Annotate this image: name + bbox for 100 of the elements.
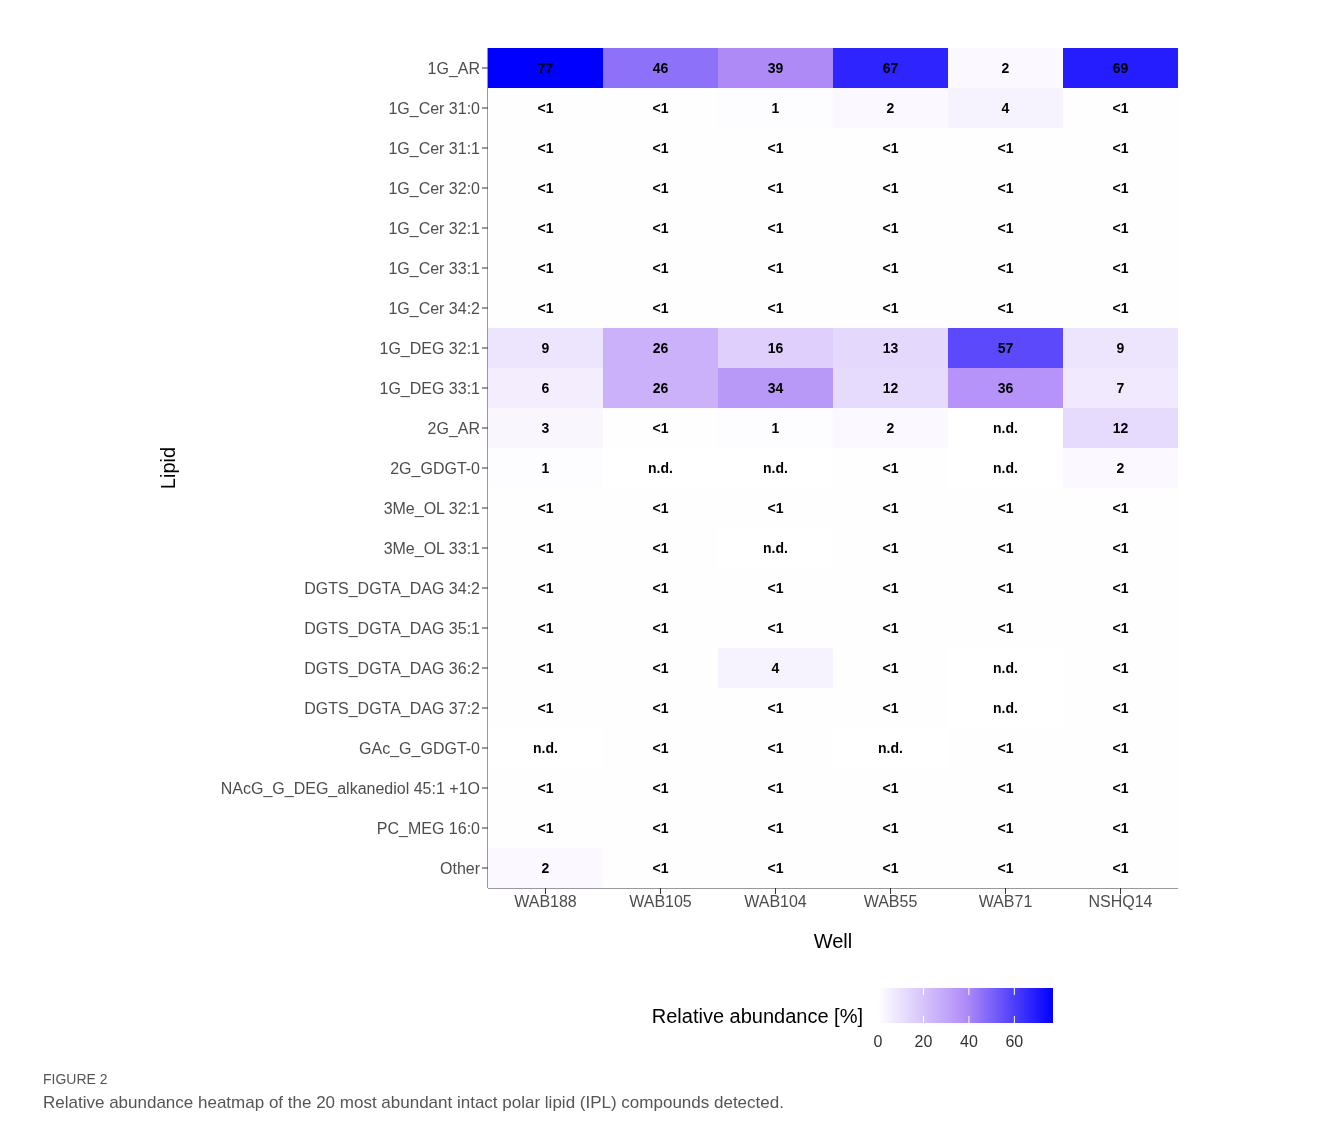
data-label: 67 [882, 60, 899, 76]
data-label: <1 [652, 660, 669, 676]
data-label: <1 [1112, 820, 1129, 836]
x-tick-label: WAB188 [514, 893, 577, 911]
data-label: <1 [652, 420, 669, 436]
data-label: <1 [537, 780, 554, 796]
data-label: 26 [652, 340, 669, 356]
y-tick-label: DGTS_DGTA_DAG 34:2 [304, 579, 481, 598]
y-tick-label: 1G_Cer 33:1 [388, 259, 481, 278]
data-label: <1 [767, 820, 784, 836]
data-label: <1 [1112, 500, 1129, 516]
data-label: 2 [1001, 60, 1010, 76]
data-label: <1 [652, 500, 669, 516]
y-tick-label: 1G_Cer 31:0 [388, 99, 481, 118]
data-label: <1 [882, 220, 899, 236]
data-label: 36 [997, 380, 1014, 396]
y-tick-label: 2G_GDGT-0 [390, 459, 481, 478]
data-label: <1 [767, 300, 784, 316]
data-label: <1 [537, 540, 554, 556]
y-tick-label: 1G_DEG 33:1 [379, 379, 481, 398]
data-label: 77 [537, 60, 554, 76]
data-label: <1 [882, 700, 899, 716]
data-label: <1 [767, 580, 784, 596]
data-label: <1 [767, 260, 784, 276]
y-axis-title: Lipid [157, 446, 180, 490]
caption: FIGURE 2 [43, 1071, 108, 1087]
data-label: 69 [1112, 60, 1129, 76]
data-label: <1 [1112, 660, 1129, 676]
data-label: <1 [652, 260, 669, 276]
data-label: <1 [652, 300, 669, 316]
data-label: 2 [1116, 460, 1125, 476]
data-label: <1 [537, 580, 554, 596]
data-label: <1 [652, 580, 669, 596]
data-label: <1 [652, 220, 669, 236]
data-label: <1 [1112, 780, 1129, 796]
y-tick-label: NAcG_G_DEG_alkanediol 45:1 +1O [220, 779, 480, 798]
text: n.d. [878, 740, 903, 756]
data-label: <1 [767, 220, 784, 236]
x-tick-label: WAB71 [978, 893, 1033, 911]
data-label: <1 [997, 500, 1014, 516]
data-label: <1 [1112, 100, 1129, 116]
data-label: <1 [1112, 740, 1129, 756]
data-label: <1 [767, 620, 784, 636]
data-label: <1 [537, 500, 554, 516]
data-label: 4 [1001, 100, 1010, 116]
data-label: <1 [997, 780, 1014, 796]
data-label: <1 [997, 820, 1014, 836]
data-label: 34 [767, 380, 784, 396]
color-bar-title: Relative abundance [%] [651, 1005, 863, 1027]
text: n.d. [993, 460, 1018, 476]
data-label: 9 [1116, 340, 1125, 356]
data-label: <1 [767, 500, 784, 516]
data-label: <1 [537, 220, 554, 236]
data-label: <1 [767, 860, 784, 876]
data-label: <1 [652, 180, 669, 196]
y-tick-label: 3Me_OL 32:1 [383, 499, 481, 518]
y-tick-label: 1G_Cer 34:2 [388, 299, 481, 318]
data-label: 1 [541, 460, 550, 476]
data-label: <1 [1112, 260, 1129, 276]
color-bar-label: 60 [1005, 1033, 1024, 1050]
color-bar-label: 0 [873, 1033, 883, 1050]
data-label: <1 [767, 780, 784, 796]
data-label: <1 [997, 260, 1014, 276]
data-label: <1 [537, 140, 554, 156]
data-label: <1 [1112, 180, 1129, 196]
data-label: 57 [997, 340, 1014, 356]
data-label: <1 [767, 180, 784, 196]
data-label: <1 [997, 580, 1014, 596]
data-label: <1 [882, 860, 899, 876]
y-tick-label: DGTS_DGTA_DAG 35:1 [304, 619, 481, 638]
data-label: 26 [652, 380, 669, 396]
data-label: <1 [652, 620, 669, 636]
data-label: <1 [1112, 540, 1129, 556]
data-label: <1 [882, 300, 899, 316]
data-label: 6 [541, 380, 550, 396]
data-label: 46 [652, 60, 669, 76]
data-label: <1 [537, 180, 554, 196]
y-tick-label: 1G_Cer 32:0 [388, 179, 481, 198]
data-label: 39 [767, 60, 784, 76]
y-tick-label: PC_MEG 16:0 [376, 819, 481, 838]
data-label: 12 [882, 380, 899, 396]
data-label: <1 [1112, 140, 1129, 156]
text: n.d. [763, 540, 788, 556]
data-label: <1 [997, 140, 1014, 156]
data-label: <1 [1112, 580, 1129, 596]
y-tick-label: DGTS_DGTA_DAG 36:2 [304, 659, 481, 678]
data-label: <1 [537, 100, 554, 116]
data-label: <1 [882, 660, 899, 676]
y-tick-label: 1G_Cer 31:1 [388, 139, 481, 158]
data-label: <1 [652, 820, 669, 836]
y-tick-label: DGTS_DGTA_DAG 37:2 [304, 699, 481, 718]
data-label: <1 [1112, 220, 1129, 236]
x-axis-title: Well [813, 930, 853, 952]
data-label: <1 [882, 620, 899, 636]
data-label: <1 [882, 820, 899, 836]
text: n.d. [533, 740, 558, 756]
data-label: <1 [1112, 300, 1129, 316]
data-label: <1 [652, 100, 669, 116]
data-label: <1 [537, 660, 554, 676]
x-tick-label: NSHQ14 [1088, 893, 1153, 911]
